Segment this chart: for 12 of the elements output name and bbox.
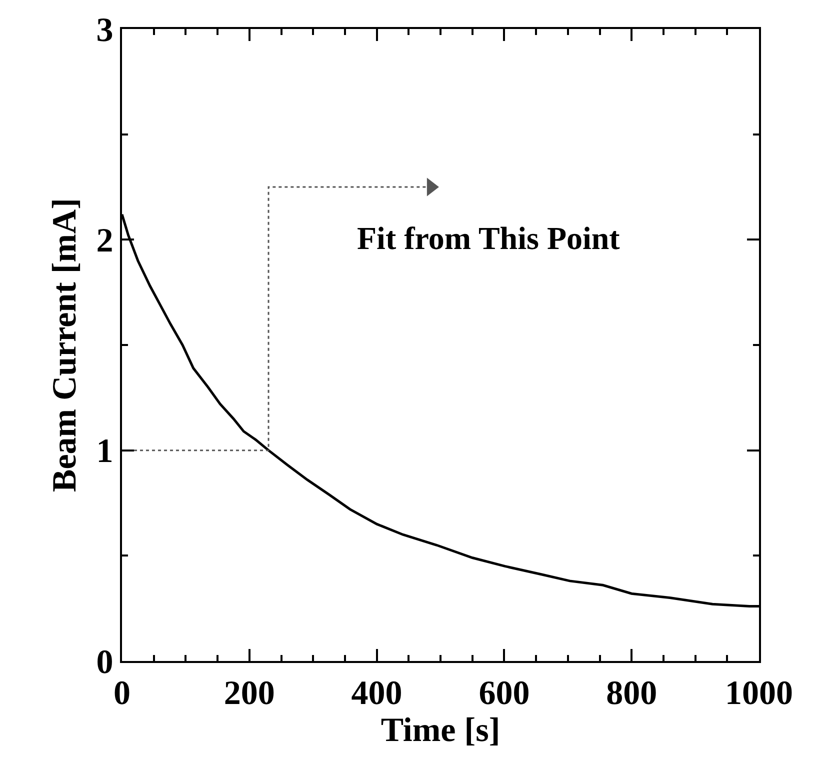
annotation: Fit from This Point — [357, 220, 620, 256]
y-tick-label: 3 — [96, 12, 114, 49]
x-axis-title: Time [s] — [380, 712, 500, 749]
y-tick-label: 1 — [96, 433, 114, 470]
x-tick-label: 200 — [224, 674, 275, 712]
x-tick-label: 800 — [606, 674, 658, 712]
x-tick-label: 1000 — [725, 674, 793, 712]
y-axis-title: Beam Current [mA] — [46, 198, 84, 492]
x-tick-label: 600 — [478, 674, 530, 712]
y-tick-label: 0 — [96, 644, 114, 681]
y-tick-label: 2 — [96, 222, 114, 260]
x-tick-label: 400 — [351, 674, 402, 712]
